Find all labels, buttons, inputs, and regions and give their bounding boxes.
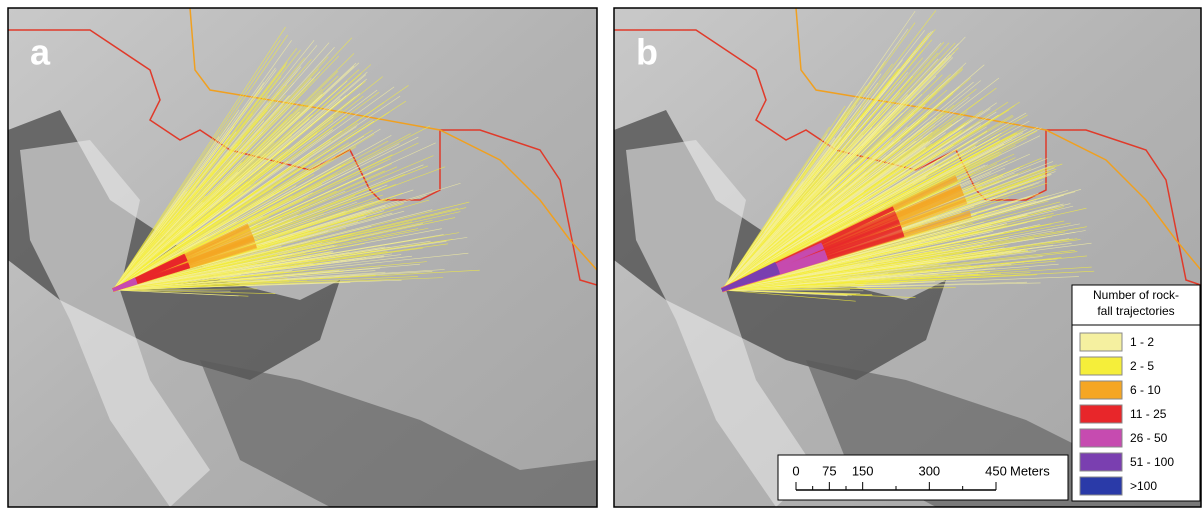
legend-swatch — [1080, 333, 1122, 351]
legend: Number of rock-fall trajectories 1 - 2 2 -… — [1072, 285, 1200, 501]
legend-swatch — [1080, 453, 1122, 471]
legend-label: 11 - 25 — [1130, 407, 1167, 421]
legend-label: >100 — [1130, 479, 1157, 493]
legend-swatch — [1080, 405, 1122, 423]
legend-label: 26 - 50 — [1130, 431, 1168, 445]
legend-label: 51 - 100 — [1130, 455, 1174, 469]
scale-tick-label: 300 — [918, 463, 940, 478]
scale-tick-label: 75 — [822, 463, 836, 478]
figure: a b 0 75 150 300 450Meters Number of rock-fa… — [0, 0, 1203, 509]
scale-tick-label: 0 — [792, 463, 799, 478]
scale-unit: Meters — [1010, 463, 1050, 478]
scale-tick-label: 150 — [852, 463, 874, 478]
legend-label: 1 - 2 — [1130, 335, 1154, 349]
legend-swatch — [1080, 429, 1122, 447]
legend-swatch — [1080, 381, 1122, 399]
legend-title: Number of rock- — [1093, 288, 1179, 302]
legend-title: fall trajectories — [1097, 304, 1174, 318]
scale-tick-label: 450 — [985, 463, 1007, 478]
panel-label: a — [30, 32, 51, 73]
legend-label: 6 - 10 — [1130, 383, 1161, 397]
legend-swatch — [1080, 477, 1122, 495]
panel-label: b — [636, 32, 658, 73]
legend-label: 2 - 5 — [1130, 359, 1154, 373]
legend-swatch — [1080, 357, 1122, 375]
map-panel — [8, 8, 597, 507]
